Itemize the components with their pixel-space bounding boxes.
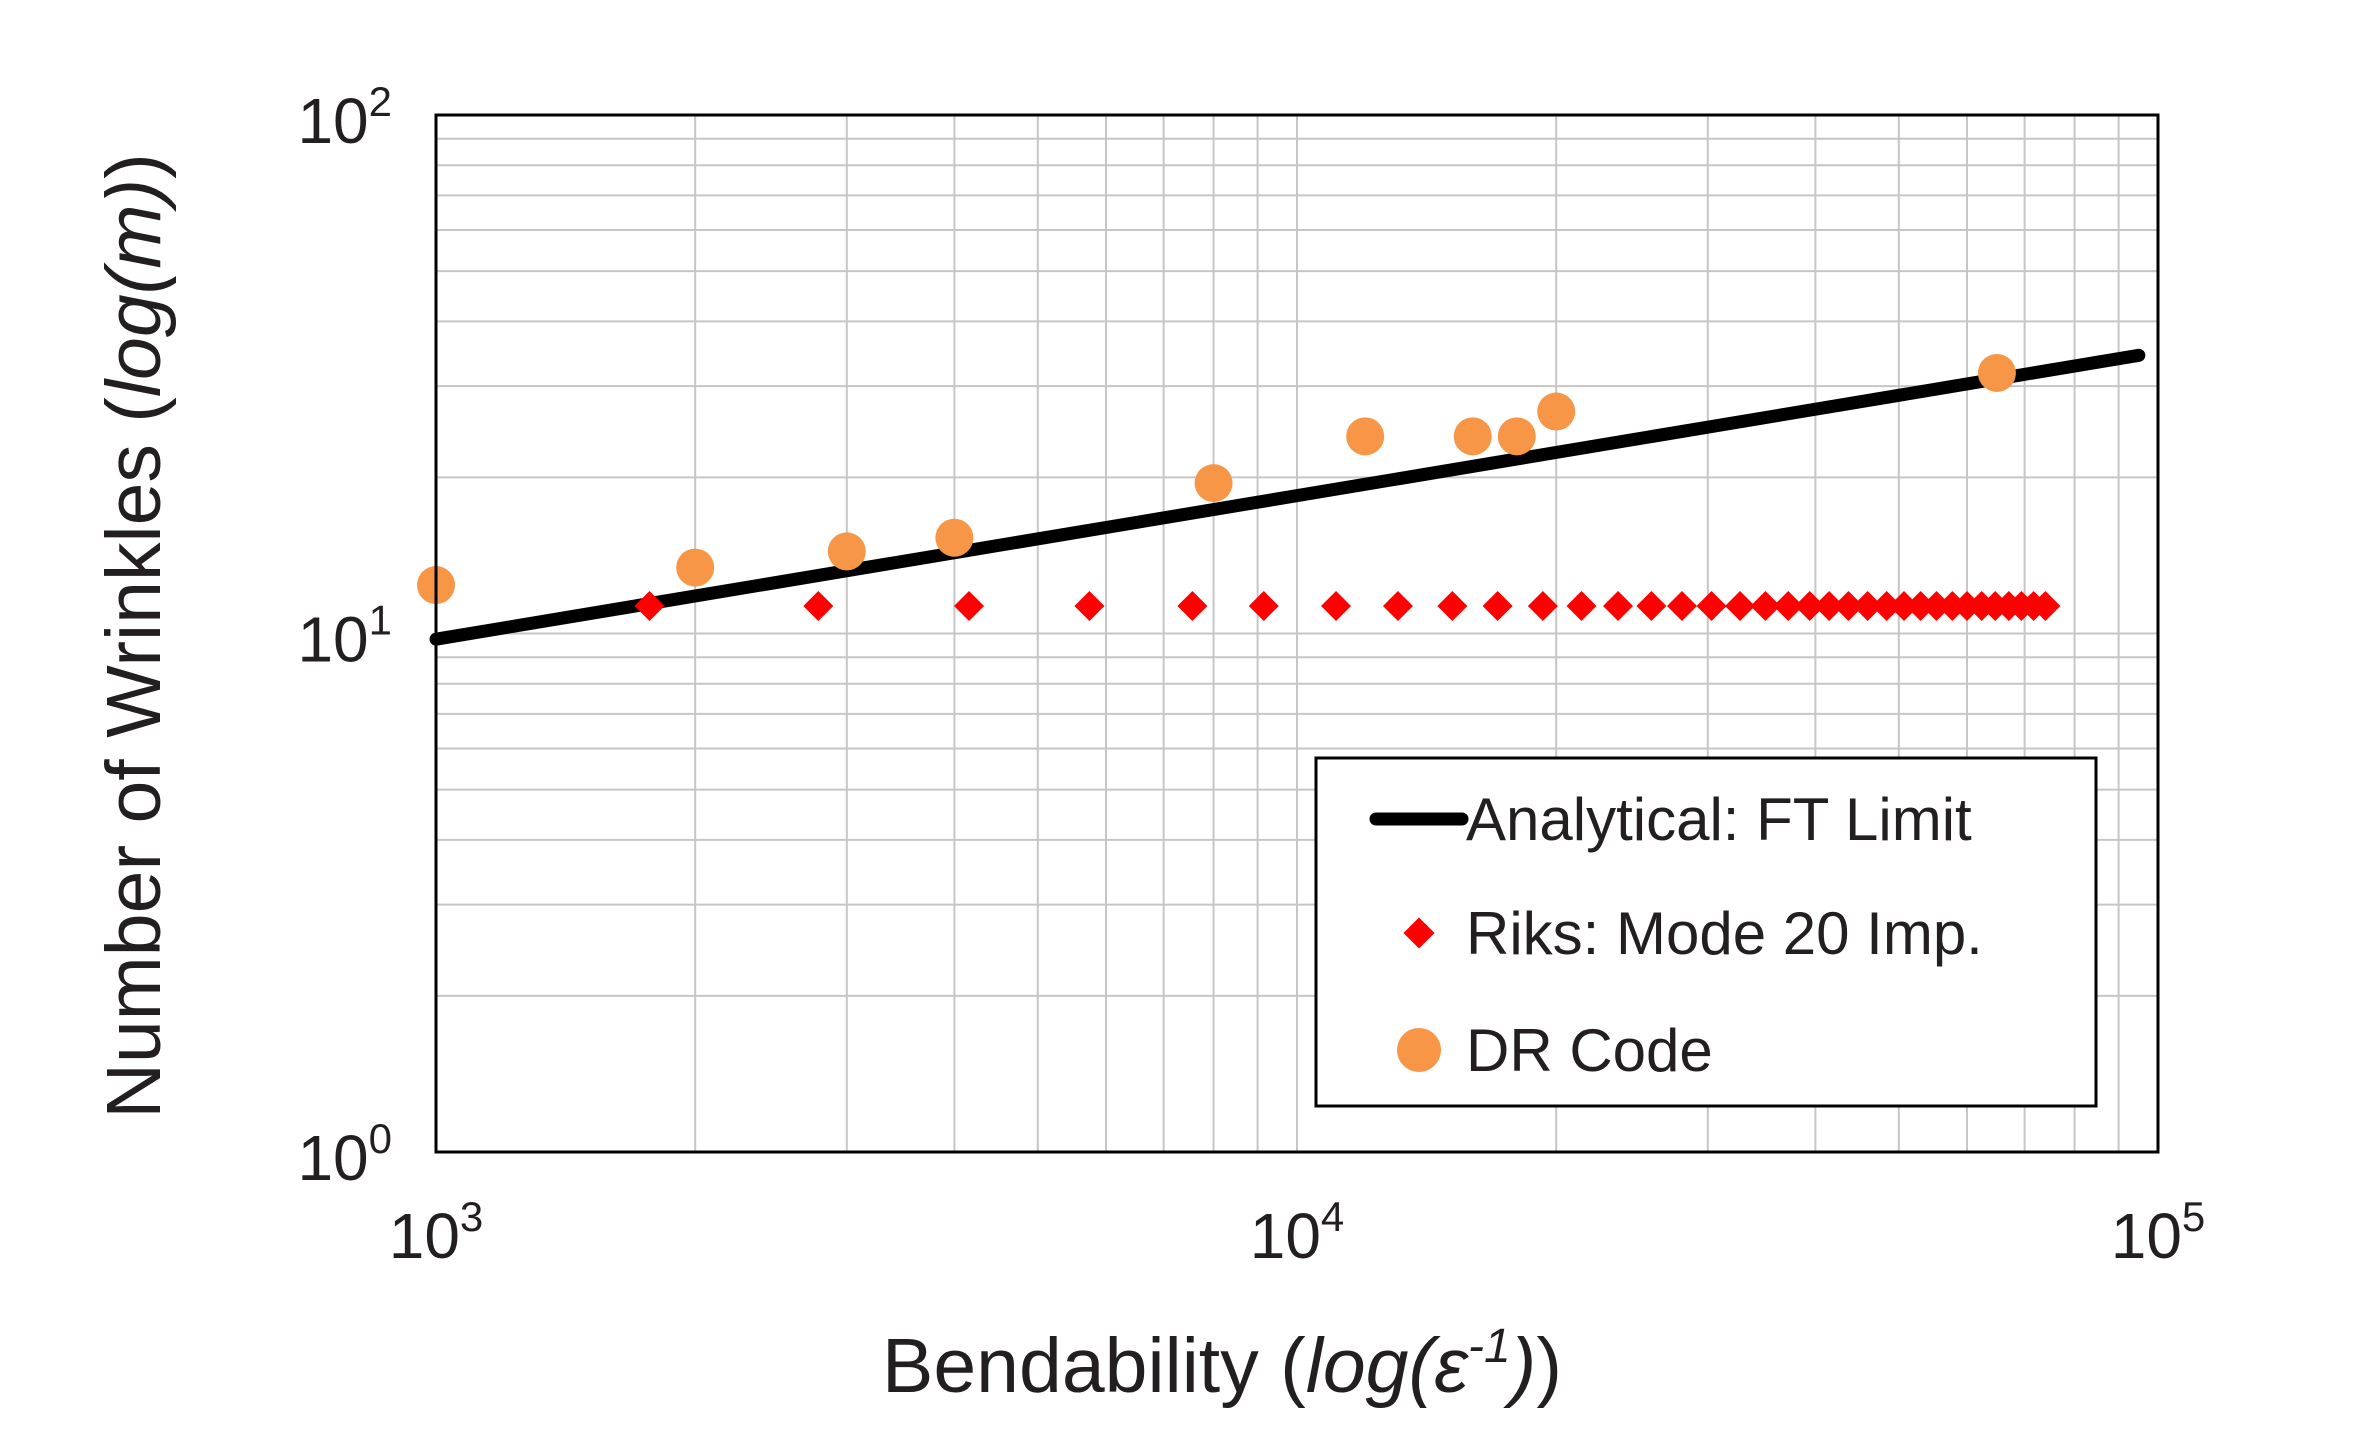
riks-point xyxy=(1725,590,1756,621)
plot-frame xyxy=(434,113,2160,1154)
dr-code-point xyxy=(676,548,715,587)
riks-point xyxy=(1773,590,1804,621)
riks-point xyxy=(1248,590,1279,621)
legend-circle-swatch xyxy=(1397,1028,1441,1072)
riks-point xyxy=(1833,590,1864,621)
y-tick-label: 102 xyxy=(297,78,392,157)
y-tick-base: 10 xyxy=(297,85,368,157)
y-tick-label: 101 xyxy=(297,597,392,676)
riks-point xyxy=(1636,590,1667,621)
dr-code-point xyxy=(1194,464,1233,503)
x-title-suffix: ) xyxy=(1536,1323,1562,1409)
y-title-suffix: ) xyxy=(91,153,177,179)
x-tick-base: 10 xyxy=(2111,1200,2182,1272)
y-tick-exponent: 1 xyxy=(369,597,392,644)
riks-point xyxy=(1794,590,1825,621)
dr-code-point xyxy=(1977,353,2016,392)
series-layer xyxy=(417,348,2146,646)
x-title-sup: -1 xyxy=(1468,1320,1511,1373)
legend: Analytical: FT Limit Riks: Mode 20 Imp. … xyxy=(1314,756,2098,1108)
riks-point xyxy=(1921,590,1952,621)
riks-point xyxy=(1437,590,1468,621)
y-tick-exponent: 2 xyxy=(369,78,392,125)
riks-point xyxy=(803,590,834,621)
x-tick-label: 104 xyxy=(1250,1193,1345,1272)
x-tick-exponent: 3 xyxy=(460,1193,483,1240)
riks-point xyxy=(1074,590,1105,621)
x-tick-label: 105 xyxy=(2111,1193,2206,1272)
riks-point xyxy=(954,590,985,621)
x-title-symbol: ε xyxy=(1434,1323,1469,1409)
y-tick-base: 10 xyxy=(297,604,368,676)
riks-point xyxy=(1905,590,1936,621)
riks-point xyxy=(1321,590,1352,621)
y-title-func: log(m) xyxy=(91,179,177,397)
riks-point xyxy=(1603,590,1634,621)
dr-code-point xyxy=(827,532,866,571)
riks-point xyxy=(1566,590,1597,621)
legend-label-dr: DR Code xyxy=(1466,1017,1713,1084)
x-title-func: log( xyxy=(1306,1323,1442,1409)
riks-point xyxy=(1527,590,1558,621)
dr-code-point xyxy=(1537,392,1576,431)
x-axis-title: Bendability (log(ε-1)) xyxy=(882,1320,1562,1409)
riks-point xyxy=(1482,590,1513,621)
riks-point xyxy=(1871,590,1902,621)
riks-point xyxy=(1852,590,1883,621)
dr-code-point xyxy=(935,518,974,557)
riks-point xyxy=(1667,590,1698,621)
x-tick-base: 10 xyxy=(1250,1200,1321,1272)
x-tick-exponent: 5 xyxy=(2182,1193,2205,1240)
x-title-prefix: Bendability ( xyxy=(882,1323,1306,1409)
x-tick-label: 103 xyxy=(389,1193,484,1272)
y-tick-exponent: 0 xyxy=(369,1115,392,1162)
legend-label-analytical: Analytical: FT Limit xyxy=(1466,786,1972,853)
dr-code-point xyxy=(1453,417,1492,456)
analytical-line xyxy=(429,348,2146,646)
riks-point xyxy=(1696,590,1727,621)
dr-code-point xyxy=(1497,417,1536,456)
x-tick-exponent: 4 xyxy=(1321,1193,1344,1240)
riks-point xyxy=(1382,590,1413,621)
y-tick-label: 100 xyxy=(297,1115,392,1194)
y-title-prefix: Number of Wrinkles ( xyxy=(91,397,177,1119)
riks-point xyxy=(634,590,665,621)
riks-point xyxy=(1750,590,1781,621)
riks-point xyxy=(2030,590,2061,621)
legend-label-riks: Riks: Mode 20 Imp. xyxy=(1466,900,1983,967)
y-axis-title: Number of Wrinkles (log(m)) xyxy=(91,153,177,1119)
riks-point xyxy=(1814,590,1845,621)
riks-point xyxy=(1177,590,1208,621)
riks-point xyxy=(1889,590,1920,621)
y-tick-base: 10 xyxy=(297,1122,368,1194)
x-tick-base: 10 xyxy=(389,1200,460,1272)
dr-code-point xyxy=(1346,417,1385,456)
